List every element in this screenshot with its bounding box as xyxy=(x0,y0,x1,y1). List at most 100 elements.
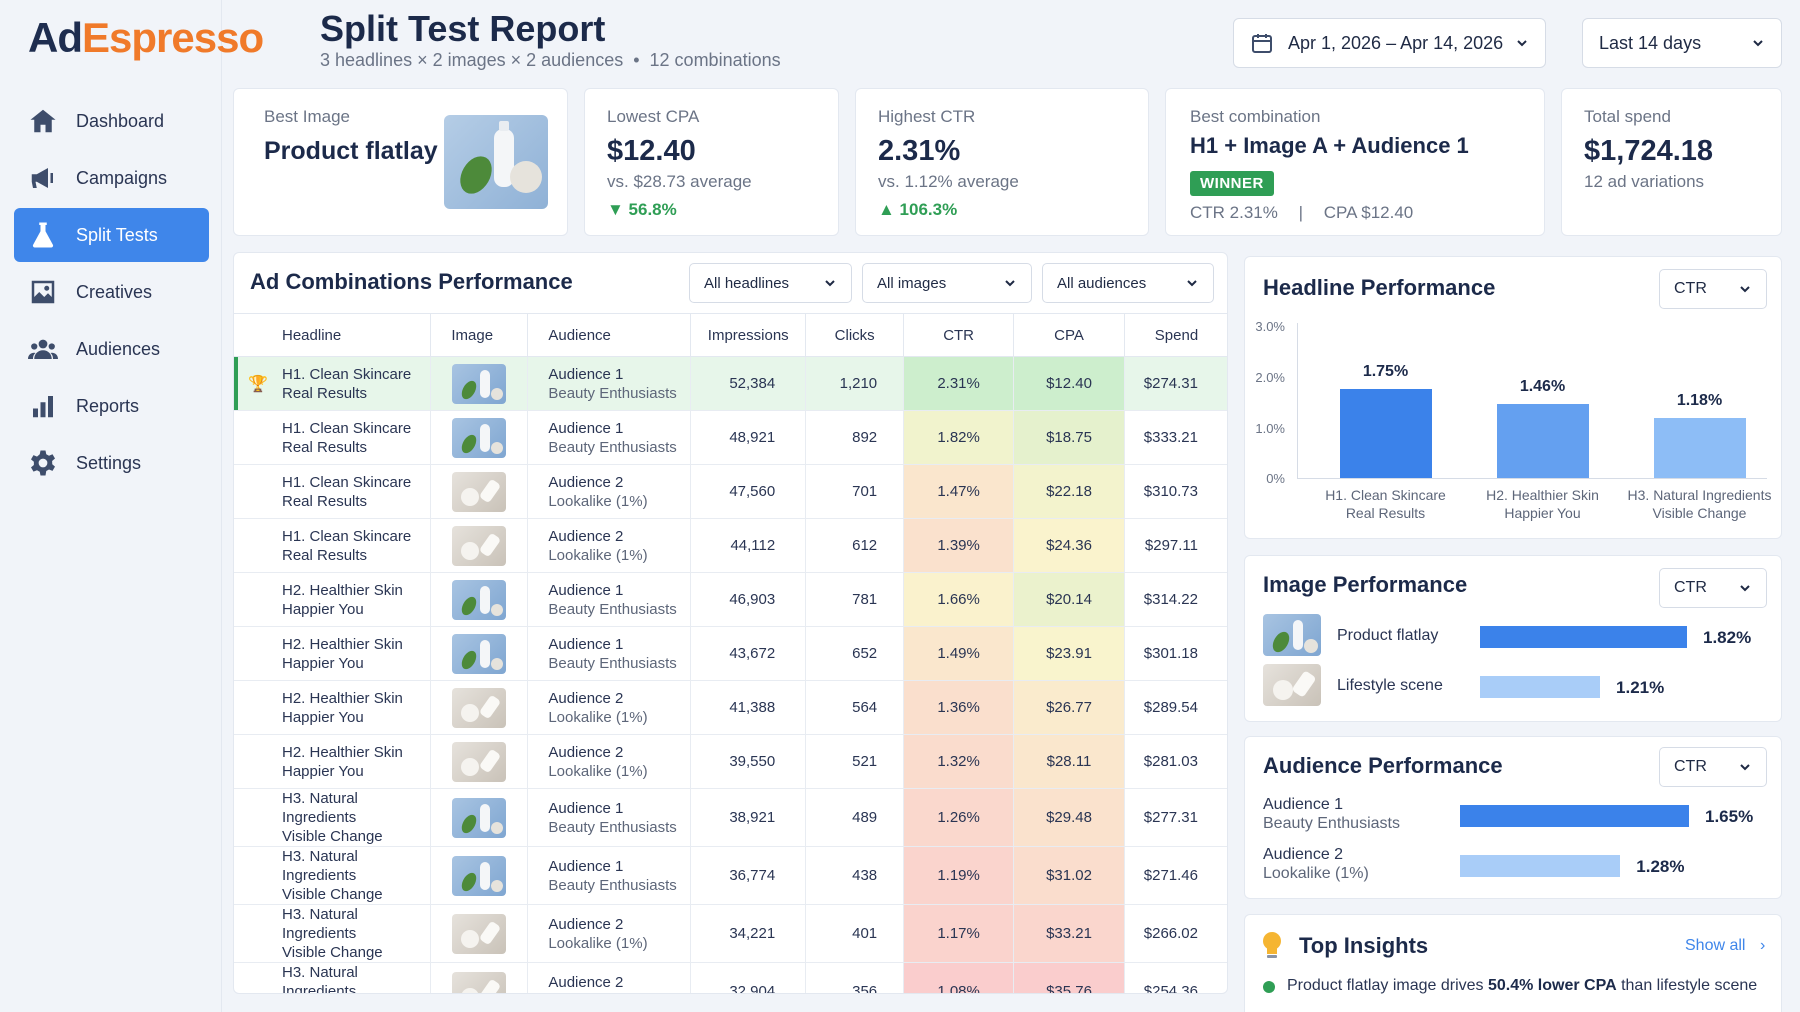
cell-spend: $254.36 xyxy=(1124,962,1227,993)
sidebar-item-split-tests[interactable]: Split Tests xyxy=(14,208,209,262)
panel-title: Audience Performance xyxy=(1263,753,1503,778)
panel-title: Ad Combinations Performance xyxy=(250,269,573,294)
sidebar-item-label: Split Tests xyxy=(76,224,158,245)
kpi-best-combination: Best combination H1 + Image A + Audience… xyxy=(1165,88,1545,236)
audience-metric-select[interactable]: CTR xyxy=(1659,747,1767,787)
filter-value: All audiences xyxy=(1057,274,1147,292)
cell-spend: $277.31 xyxy=(1124,788,1227,847)
megaphone-icon xyxy=(31,168,53,188)
metric-value: CTR xyxy=(1674,579,1707,596)
chevron-down-icon xyxy=(1005,280,1015,287)
filter-headlines[interactable]: All headlines xyxy=(689,263,852,303)
headline-bar[interactable] xyxy=(1339,388,1432,478)
cell-impressions: 52,384 xyxy=(690,356,807,411)
column-header-headline[interactable]: Headline xyxy=(234,313,432,357)
cell-clicks: 438 xyxy=(805,846,905,905)
lightbulb-icon xyxy=(1263,932,1281,958)
audience-bar[interactable] xyxy=(1460,805,1689,827)
column-header-spend[interactable]: Spend xyxy=(1124,313,1227,357)
headline-metric-select[interactable]: CTR xyxy=(1659,269,1767,309)
column-header-ctr[interactable]: CTR xyxy=(903,313,1015,357)
cell-spend: $274.31 xyxy=(1124,356,1227,411)
cell-cpa: $24.36 xyxy=(1013,518,1125,573)
cell-headline: H2. Healthier Skin Happier You xyxy=(234,626,432,681)
audience-segment: Beauty Enthusiasts xyxy=(548,600,677,618)
column-header-cpa[interactable]: CPA xyxy=(1013,313,1125,357)
sidebar-item-dashboard[interactable]: Dashboard xyxy=(14,94,209,148)
kpi-value: 2.31% xyxy=(878,135,961,167)
column-header-audience[interactable]: Audience xyxy=(527,313,692,357)
panel-title: Headline Performance xyxy=(1263,275,1496,300)
top-insights-panel: Top Insights Show all › Product flatlay … xyxy=(1244,914,1782,1012)
period-select[interactable]: Last 14 days xyxy=(1582,18,1782,68)
cell-clicks: 701 xyxy=(805,464,905,519)
audience-1-label: Audience 1 Beauty Enthusiasts xyxy=(1263,795,1400,833)
filter-audiences[interactable]: All audiences xyxy=(1042,263,1214,303)
filter-images[interactable]: All images xyxy=(862,263,1032,303)
sidebar-item-creatives[interactable]: Creatives xyxy=(14,265,209,319)
audience-bar[interactable] xyxy=(1460,855,1621,877)
sidebar-item-reports[interactable]: Reports xyxy=(14,379,209,433)
lifestyle-scene-thumbnail xyxy=(452,687,507,728)
headline-bar[interactable] xyxy=(1496,403,1589,478)
product-flatlay-thumbnail xyxy=(444,115,548,209)
product-flatlay-thumbnail xyxy=(452,797,507,838)
table-row[interactable]: H1. Clean Skincare Real Results Audience 1… xyxy=(234,410,1227,465)
headline-line-1: H1. Clean Skincare xyxy=(282,527,412,545)
date-range-picker[interactable]: Apr 1, 2026 – Apr 14, 2026 xyxy=(1233,18,1546,68)
cell-image xyxy=(430,962,529,993)
image-bar[interactable] xyxy=(1480,626,1687,648)
column-header-clicks[interactable]: Clicks xyxy=(805,313,905,357)
lifestyle-scene-thumbnail xyxy=(452,525,507,566)
headline-line-1: H3. Natural Ingredients xyxy=(282,848,358,884)
sidebar-item-campaigns[interactable]: Campaigns xyxy=(14,151,209,205)
bar-value-label: 1.18% xyxy=(1676,391,1723,409)
cell-ctr: 1.39% xyxy=(903,518,1015,573)
headline-line-2: Real Results xyxy=(282,438,368,456)
audience-name: Audience 1 xyxy=(548,365,624,383)
headline-line-2: Happier You xyxy=(282,708,364,726)
sidebar-item-audiences[interactable]: Audiences xyxy=(14,322,209,376)
column-header-image[interactable]: Image xyxy=(430,313,529,357)
insight-text-part: than lifestyle scene xyxy=(1616,977,1758,994)
table-row[interactable]: H1. Clean Skincare Real Results Audience 2… xyxy=(234,518,1227,573)
cell-audience: Audience 1 Beauty Enthusiasts xyxy=(527,788,692,847)
cell-ctr: 1.82% xyxy=(903,410,1015,465)
best-combo-metrics: CTR 2.31% | CPA $12.40 xyxy=(1190,203,1413,223)
show-all-link[interactable]: Show all › xyxy=(1685,937,1765,955)
cell-spend: $333.21 xyxy=(1124,410,1227,465)
x-category-line-1: H1. Clean Skincare xyxy=(1325,487,1446,503)
image-bar[interactable] xyxy=(1480,676,1601,698)
kpi-value: H1 + Image A + Audience 1 xyxy=(1190,133,1469,158)
image-metric-select[interactable]: CTR xyxy=(1659,568,1767,608)
table-row[interactable]: H1. Clean Skincare Real Results Audience 2… xyxy=(234,464,1227,519)
cell-clicks: 652 xyxy=(805,626,905,681)
sidebar-item-settings[interactable]: Settings xyxy=(14,436,209,490)
cell-impressions: 47,560 xyxy=(690,464,807,519)
product-flatlay-thumbnail xyxy=(452,855,507,896)
table-row[interactable]: 🏆 H1. Clean Skincare Real Results Audience … xyxy=(234,356,1227,411)
column-header-impressions[interactable]: Impressions xyxy=(690,313,807,357)
lifestyle-scene-thumbnail xyxy=(452,741,507,782)
kpi-label: Lowest CPA xyxy=(607,107,700,126)
chevron-down-icon xyxy=(1740,764,1750,771)
headline-line-1: H1. Clean Skincare xyxy=(282,419,412,437)
logo[interactable]: AdEspresso xyxy=(28,14,264,62)
audience-segment: Lookalike (1%) xyxy=(548,934,648,952)
audience-name: Audience 2 xyxy=(548,973,624,991)
cell-headline: H1. Clean Skincare Real Results xyxy=(234,518,432,573)
headline-bar[interactable] xyxy=(1653,417,1746,478)
headline-line-1: H3. Natural Ingredients xyxy=(282,790,358,826)
flask-icon xyxy=(32,222,54,248)
kpi-highest-ctr: Highest CTR 2.31% vs. 1.12% average ▲ 10… xyxy=(855,88,1149,236)
